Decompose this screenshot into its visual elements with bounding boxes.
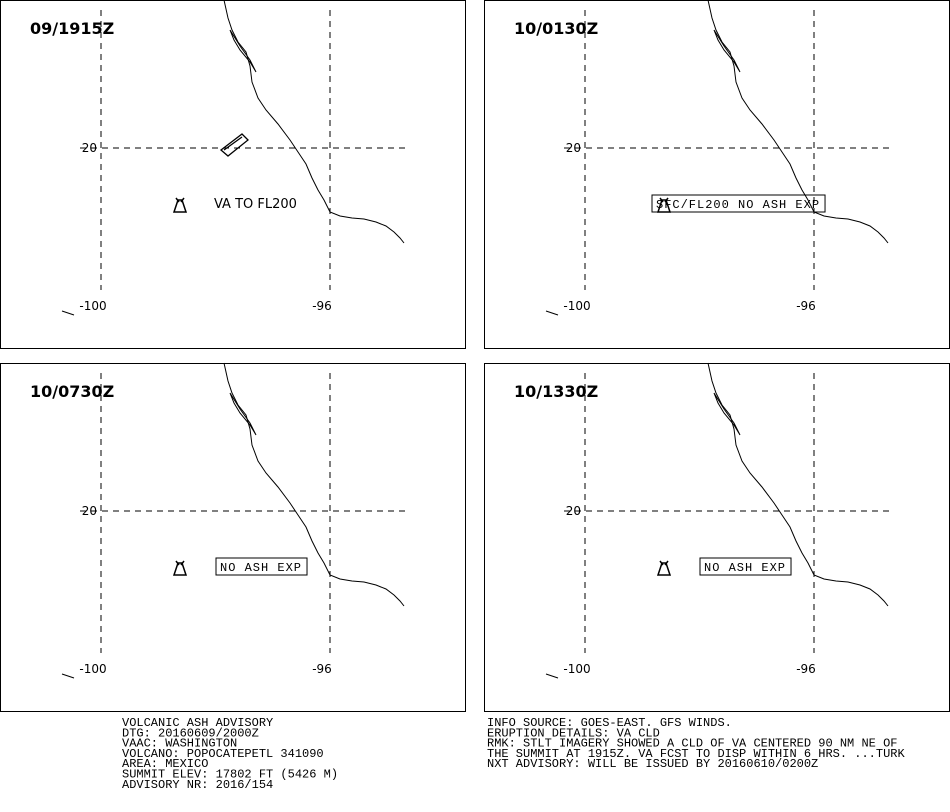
lon-label: -96 [312,299,332,313]
annotation: NO ASH EXP [704,561,786,575]
footer-line: ERUPTION DETAILS: VA CLD [487,726,660,740]
panel-frame [484,363,950,712]
lon-label: -100 [563,662,590,676]
coastline [61,310,75,316]
footer-line: RMK: STLT IMAGERY SHOWED A CLD OF VA CEN… [487,737,897,751]
lon-label: -96 [796,662,816,676]
panel-frame [0,0,466,349]
lat-label: 20 [566,141,581,155]
valid-time: 10/1330Z [514,382,598,401]
footer-line: VOLCANO: POPOCATEPETL 341090 [122,747,324,761]
coastline [713,29,741,73]
lon-label: -100 [563,299,590,313]
coastline [229,392,257,436]
coastline [223,0,405,244]
coastline [713,392,741,436]
coastline [223,362,405,607]
footer-line: INFO SOURCE: GOES-EAST. GFS WINDS. [487,716,732,730]
coastline [707,0,889,244]
footer-line: DTG: 20160609/2000Z [122,726,259,740]
coastline [545,673,559,679]
map-panel: 20 -100 -96 10/1330Z NO ASH EXP [484,362,950,712]
lat-label: 20 [566,504,581,518]
footer-line: THE SUMMIT AT 1915Z. VA FCST TO DISP WIT… [487,747,905,761]
ash-area [219,133,249,157]
annotation: VA TO FL200 [214,197,297,212]
footer-line: AREA: MEXICO [122,757,208,771]
map-panel: 20 -100 -96 09/1915Z VA TO FL200 [0,0,466,349]
map-panel: 20 -100 -96 10/0130Z SFC/FL200 NO ASH EXP [484,0,950,349]
lon-label: -96 [796,299,816,313]
coastline [61,673,75,679]
lon-label: -96 [312,662,332,676]
footer-line: SUMMIT ELEV: 17802 FT (5426 M) [122,768,338,782]
footer-line: NXT ADVISORY: WILL BE ISSUED BY 20160610… [487,757,818,771]
valid-time: 09/1915Z [30,19,114,38]
volcano-icon [172,560,188,576]
volcano-icon [172,197,188,213]
valid-time: 10/0730Z [30,382,114,401]
annotation: SFC/FL200 NO ASH EXP [656,198,820,212]
lat-label: 20 [82,504,97,518]
lon-label: -100 [79,299,106,313]
volcano-icon [656,560,672,576]
lat-label: 20 [82,141,97,155]
annotation: NO ASH EXP [220,561,302,575]
panel-frame [484,0,950,349]
footer-line: ADVISORY NR: 2016/154 [122,778,273,792]
annotation-box [699,557,792,576]
panel-frame [0,363,466,712]
lon-label: -100 [79,662,106,676]
coastline [545,310,559,316]
footer-line: VOLCANIC ASH ADVISORY [122,716,273,730]
coastline [229,29,257,73]
annotation-box [651,194,826,213]
map-panel: 20 -100 -96 10/0730Z NO ASH EXP [0,362,466,712]
valid-time: 10/0130Z [514,19,598,38]
coastline [707,362,889,607]
annotation-box [215,557,308,576]
footer-line: VAAC: WASHINGTON [122,737,237,751]
